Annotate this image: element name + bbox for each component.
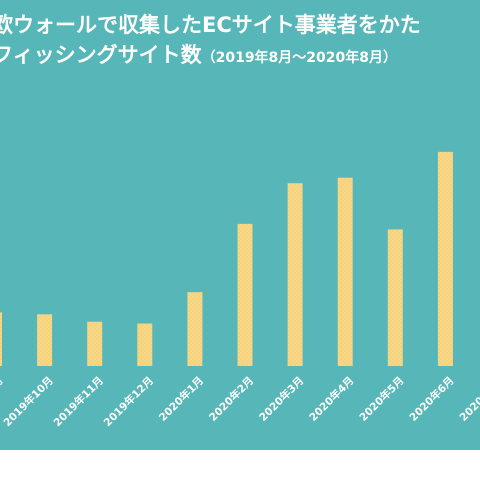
x-tick-label: 2020年4月 bbox=[307, 374, 357, 424]
bar-2020年1月 bbox=[187, 292, 203, 366]
title-line-2: フィッシングサイト数 bbox=[0, 43, 202, 67]
x-tick-label: 2020年5月 bbox=[357, 374, 407, 424]
x-tick-label: 2019年12月 bbox=[101, 374, 156, 429]
bar-2020年2月 bbox=[237, 223, 253, 366]
x-tick-label: 2020年2月 bbox=[206, 374, 256, 424]
bar-2019年11月 bbox=[87, 321, 103, 366]
x-tick-label: 2019年10月 bbox=[1, 374, 56, 429]
x-tick-label: 2020年3月 bbox=[256, 374, 306, 424]
bar-2019年12月 bbox=[137, 323, 153, 366]
chart-subtitle: （2019年8月～2020年8月） bbox=[201, 50, 398, 66]
bars-group bbox=[0, 151, 453, 366]
chart-title: 欧ウォールで収集したECサイト事業者をかた フィッシングサイト数（2019年8月～… bbox=[0, 10, 421, 73]
bar-2020年3月 bbox=[287, 183, 303, 366]
x-tick-label: 2020年1月 bbox=[156, 374, 206, 424]
bar-2019年9月 bbox=[0, 312, 2, 366]
x-tick-label: 2019年11月 bbox=[51, 374, 106, 429]
x-tick-label: 2020年7月 bbox=[457, 374, 480, 424]
bar-2019年10月 bbox=[37, 314, 53, 366]
title-line-1: 欧ウォールで収集したECサイト事業者をかた bbox=[0, 13, 421, 37]
x-tick-label: 2020年6月 bbox=[407, 374, 457, 424]
bar-2020年4月 bbox=[337, 177, 353, 366]
bar-2020年6月 bbox=[437, 151, 453, 366]
bar-2020年5月 bbox=[387, 229, 403, 366]
chart-frame: 欧ウォールで収集したECサイト事業者をかた フィッシングサイト数（2019年8月～… bbox=[0, 0, 480, 450]
